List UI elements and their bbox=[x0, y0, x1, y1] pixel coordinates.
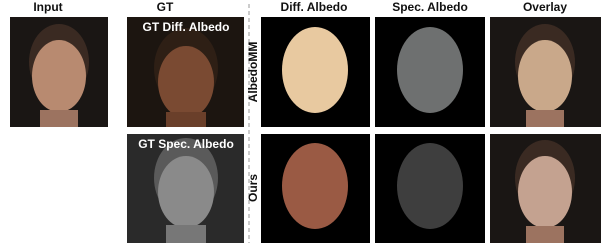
ours-specular bbox=[375, 134, 485, 243]
albedomm-overlay bbox=[490, 17, 601, 127]
gt-specular-photo: GT Spec. Albedo bbox=[127, 134, 244, 243]
column-header: Spec. Albedo bbox=[392, 0, 468, 14]
gt-label: GT Spec. Albedo bbox=[138, 137, 234, 151]
column-header: GT bbox=[157, 0, 174, 14]
figure: Input GT Diff. Albedo Spec. Albedo Overl… bbox=[0, 0, 601, 243]
gt-label: GT Diff. Albedo bbox=[143, 20, 230, 34]
column-header: Overlay bbox=[523, 0, 567, 14]
input-photo bbox=[10, 17, 108, 127]
column-header: Input bbox=[33, 0, 62, 14]
column-header: Diff. Albedo bbox=[281, 0, 348, 14]
row-label: AlbedoMM bbox=[246, 42, 260, 103]
albedomm-specular bbox=[375, 17, 485, 127]
gt-diffuse-photo: GT Diff. Albedo bbox=[127, 17, 244, 127]
row-label: Ours bbox=[246, 174, 260, 202]
ours-diffuse bbox=[261, 134, 370, 243]
albedomm-diffuse bbox=[261, 17, 370, 127]
ours-overlay bbox=[490, 134, 601, 243]
